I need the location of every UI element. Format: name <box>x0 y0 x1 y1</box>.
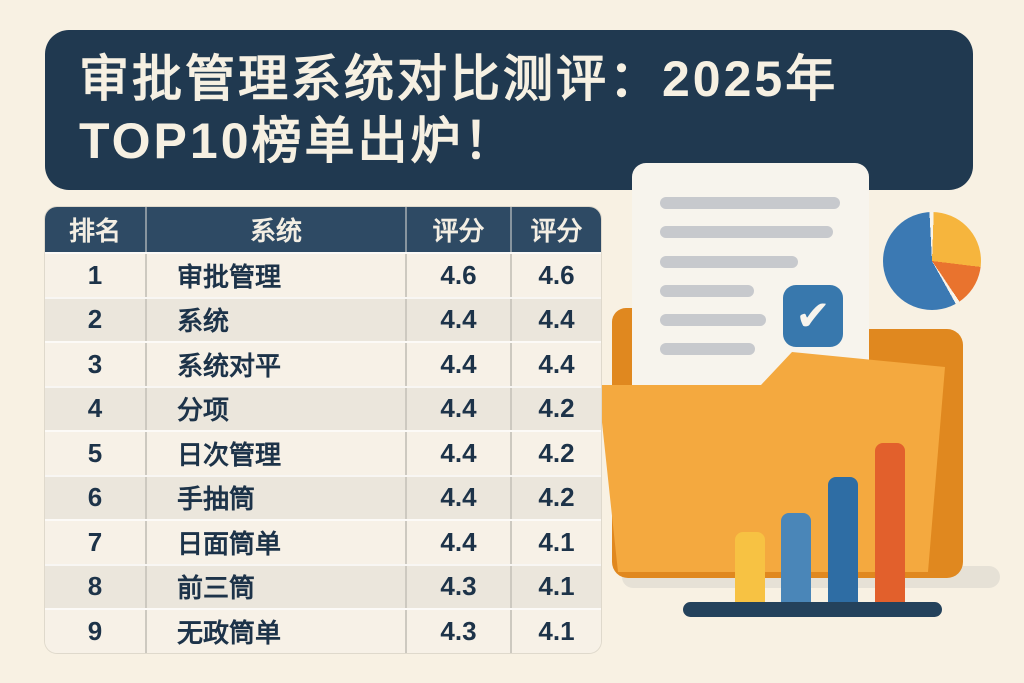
checkbox-approved: ✔ <box>783 285 843 347</box>
score1-cell: 4.4 <box>405 343 510 386</box>
column-header-score-1: 评分 <box>405 207 510 252</box>
system-cell: 前三筒 <box>145 565 405 608</box>
system-cell: 日面筒单 <box>145 521 405 564</box>
table-body: 1 审批管理 4.6 4.6 2 系统 4.4 4.4 3 系统对平 4.4 4… <box>45 252 601 653</box>
rank-cell: 5 <box>87 437 103 468</box>
page-title-line-2: TOP10榜单出炉！ <box>79 113 517 169</box>
score1-cell: 4.4 <box>405 387 510 430</box>
bar-chart-bar-red <box>875 443 905 612</box>
table-header-row: 排名 系统 评分 评分 <box>45 207 601 252</box>
system-cell: 审批管理 <box>145 254 405 297</box>
system-cell: 系统 <box>145 298 405 341</box>
score2-cell: 4.2 <box>510 387 601 430</box>
system-cell: 日次管理 <box>145 432 405 475</box>
score1-cell: 4.3 <box>405 610 510 653</box>
bar-chart-baseline <box>683 602 942 617</box>
rank-cell: 8 <box>87 571 103 602</box>
score1-cell: 4.4 <box>405 476 510 519</box>
score2-cell: 4.4 <box>510 343 601 386</box>
score1-cell: 4.4 <box>405 521 510 564</box>
rank-cell: 6 <box>87 482 103 513</box>
table-row: 5 日次管理 4.4 4.2 <box>45 430 601 475</box>
pie-chart-icon <box>883 212 981 310</box>
page-title-line-1: 审批管理系统对比测评：2025年 <box>79 51 839 107</box>
column-header-score-2: 评分 <box>510 207 601 252</box>
rank-cell: 7 <box>87 526 103 557</box>
table-row: 8 前三筒 4.3 4.1 <box>45 563 601 608</box>
score1-cell: 4.4 <box>405 298 510 341</box>
score2-cell: 4.1 <box>510 610 601 653</box>
column-header-rank: 排名 <box>68 216 121 246</box>
rank-cell: 2 <box>87 304 103 335</box>
document-text-line <box>660 226 833 238</box>
system-cell: 系统对平 <box>145 343 405 386</box>
checkmark-icon: ✔ <box>795 292 831 339</box>
score2-cell: 4.1 <box>510 565 601 608</box>
rank-cell: 9 <box>87 615 103 646</box>
document-text-line <box>660 197 840 209</box>
table-row: 7 日面筒单 4.4 4.1 <box>45 519 601 564</box>
system-cell: 分项 <box>145 387 405 430</box>
document-text-line <box>660 256 798 268</box>
bar-chart-bar-light-blue <box>781 513 811 612</box>
table-row: 2 系统 4.4 4.4 <box>45 296 601 341</box>
score1-cell: 4.6 <box>405 254 510 297</box>
rank-cell: 4 <box>87 393 103 424</box>
score2-cell: 4.4 <box>510 298 601 341</box>
table-row: 4 分项 4.4 4.2 <box>45 385 601 430</box>
ranking-table: 排名 系统 评分 评分 1 审批管理 4.6 4.6 2 系统 4.4 4.4 … <box>45 207 601 653</box>
score2-cell: 4.1 <box>510 521 601 564</box>
score2-cell: 4.6 <box>510 254 601 297</box>
table-row: 3 系统对平 4.4 4.4 <box>45 341 601 386</box>
score1-cell: 4.3 <box>405 565 510 608</box>
document-text-line <box>660 285 754 297</box>
table-row: 6 手抽筒 4.4 4.2 <box>45 474 601 519</box>
system-cell: 无政筒单 <box>145 610 405 653</box>
score1-cell: 4.4 <box>405 432 510 475</box>
document-text-line <box>660 314 766 326</box>
column-header-system: 系统 <box>145 207 405 252</box>
table-row: 9 无政筒单 4.3 4.1 <box>45 608 601 653</box>
system-cell: 手抽筒 <box>145 476 405 519</box>
bar-chart-bar-dark-blue <box>828 477 858 612</box>
score2-cell: 4.2 <box>510 476 601 519</box>
rank-cell: 3 <box>87 348 103 379</box>
score2-cell: 4.2 <box>510 432 601 475</box>
document-illustration: ✔ <box>632 163 869 388</box>
rank-cell: 1 <box>87 259 103 290</box>
bar-chart-bar-yellow <box>735 532 765 612</box>
document-text-line <box>660 343 755 355</box>
title-banner: 审批管理系统对比测评：2025年 TOP10榜单出炉！ <box>45 30 973 190</box>
table-row: 1 审批管理 4.6 4.6 <box>45 252 601 297</box>
